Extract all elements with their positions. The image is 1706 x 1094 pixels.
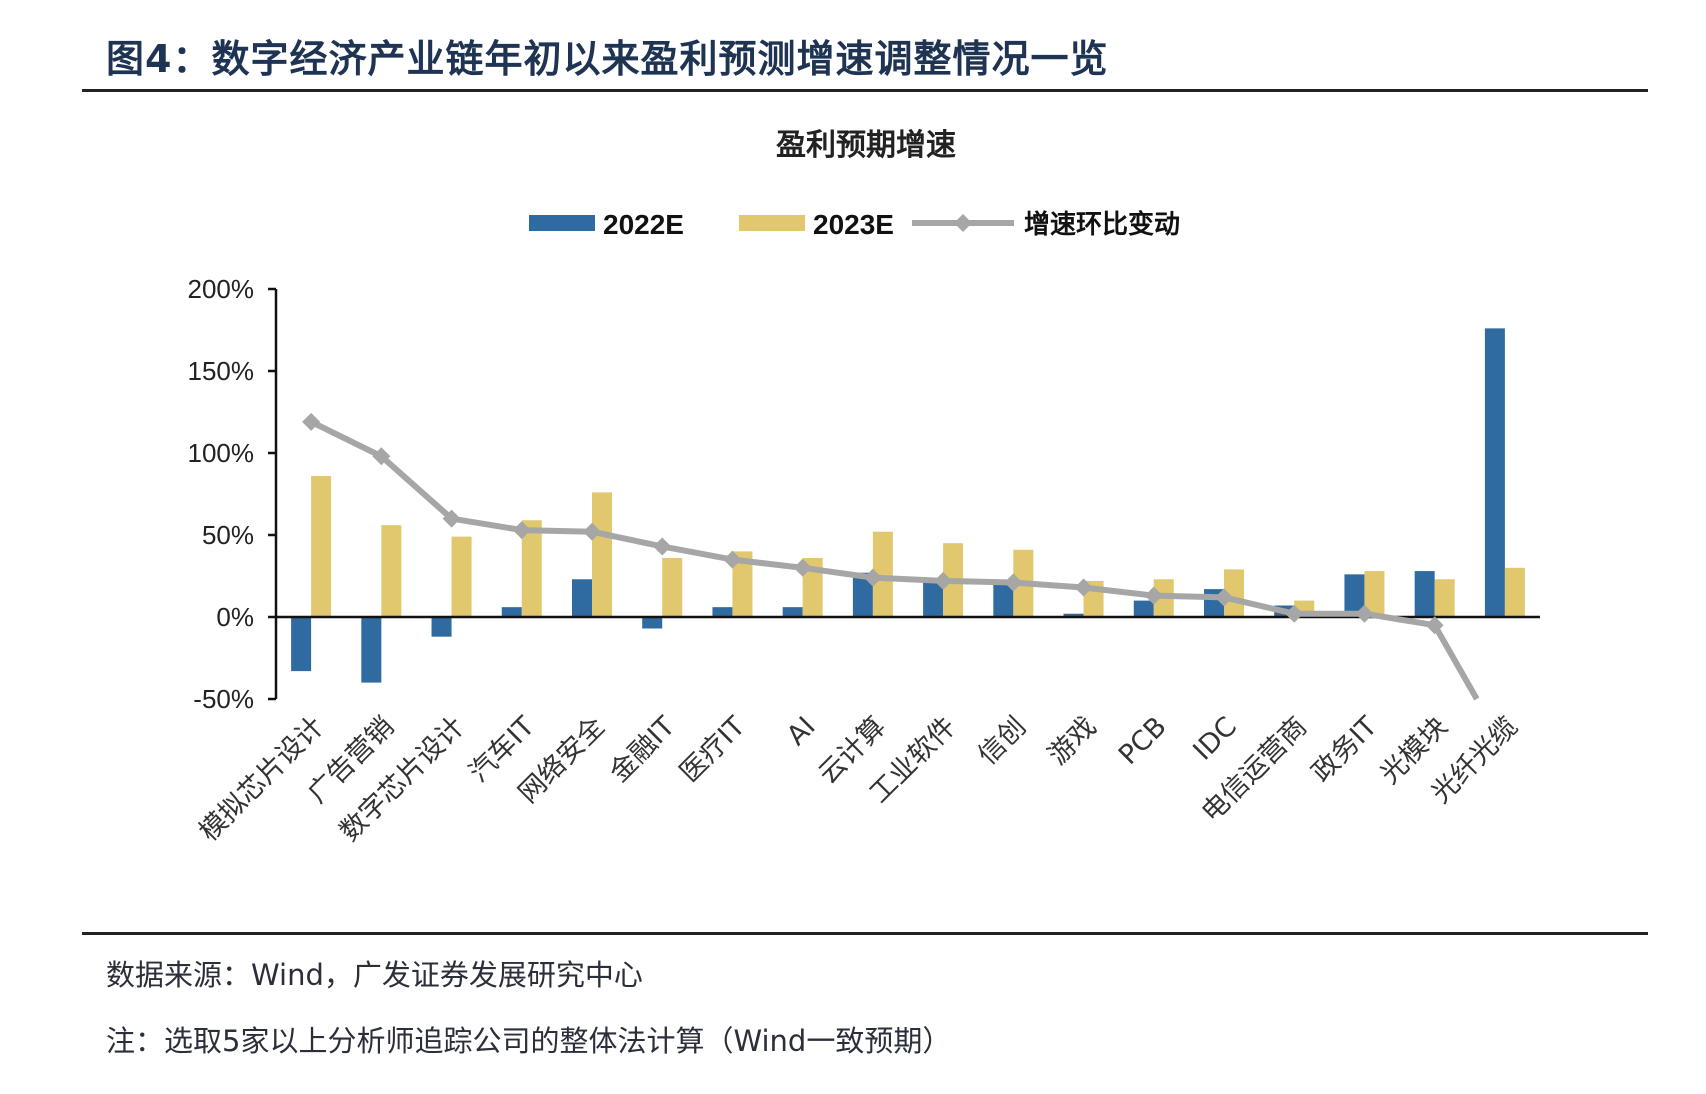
bar-2022e: [782, 607, 803, 617]
bar-2022e: [923, 582, 944, 617]
change-point-marker: [863, 568, 882, 587]
bar-2023e: [311, 475, 332, 617]
bar-2022e: [291, 617, 312, 672]
change-point-marker: [1074, 578, 1093, 597]
bar-2023e: [872, 531, 893, 617]
y-tick-label: -50%: [193, 684, 254, 714]
bar-2022e: [361, 617, 382, 683]
x-tick-label: 金融IT: [604, 711, 682, 789]
change-point-marker: [583, 522, 601, 541]
legend-swatch-2023e: [739, 215, 805, 231]
y-tick-label: 100%: [188, 438, 255, 468]
change-point-marker: [512, 521, 531, 540]
change-point-marker: [934, 571, 953, 590]
data-source: 数据来源：Wind，广发证券发展研究中心: [106, 958, 643, 992]
bar-2022e: [993, 584, 1014, 617]
change-point-marker: [442, 509, 461, 528]
change-point-marker: [1004, 573, 1023, 592]
legend: 2022E 2023E 增速环比变动: [529, 209, 1180, 240]
bar-2023e: [1434, 579, 1455, 617]
bar-2023e: [732, 551, 753, 617]
bar-2022e: [642, 617, 663, 629]
x-tick-label: AI: [781, 711, 822, 752]
legend-label-2023e: 2023E: [813, 209, 894, 240]
change-point-marker: [372, 447, 391, 466]
x-tick-label: 医疗IT: [674, 711, 752, 789]
bar-2022e: [1063, 613, 1084, 617]
bar-2023e: [662, 557, 683, 617]
legend-label-change: 增速环比变动: [1024, 209, 1180, 240]
y-axis: 200% 150% 100% 50% 0% -50%: [188, 274, 278, 714]
figure-title: 图4：数字经济产业链年初以来盈利预测增速调整情况一览: [106, 37, 1109, 81]
bar-2022e: [572, 579, 592, 617]
bar-2023e: [1364, 571, 1385, 617]
bar-2022e: [501, 607, 522, 617]
y-tick-label: 150%: [188, 356, 255, 386]
legend-diamond-marker: [954, 214, 972, 232]
change-point-marker: [723, 550, 742, 569]
y-tick-label: 50%: [202, 520, 254, 550]
y-tick-label: 200%: [188, 274, 255, 304]
bars: [291, 328, 1525, 683]
bar-2023e: [592, 492, 612, 617]
bar-2023e: [451, 536, 472, 617]
legend-label-2022e: 2022E: [603, 209, 684, 240]
bar-2023e: [381, 525, 402, 617]
footnote: 注：选取5家以上分析师追踪公司的整体法计算（Wind一致预期）: [106, 1024, 952, 1058]
change-line-series: [302, 412, 1480, 701]
change-line: [309, 419, 1480, 701]
legend-swatch-2022e: [529, 215, 595, 231]
x-tick-label: 数字芯片设计: [334, 711, 470, 847]
bar-2023e: [1504, 567, 1525, 617]
x-tick-label: 信创: [972, 711, 1032, 771]
chart-title: 盈利预期增速: [776, 128, 956, 163]
bar-2023e: [521, 520, 542, 617]
change-point-marker: [1285, 604, 1304, 623]
bar-2022e: [1344, 574, 1365, 617]
change-point-marker: [1144, 586, 1163, 605]
bar-2022e: [1133, 600, 1154, 617]
y-tick-label: 0%: [216, 602, 254, 632]
change-point-marker: [1355, 604, 1374, 623]
x-tick-label: PCB: [1113, 711, 1173, 771]
chart: 盈利预期增速 2022E 2023E 增速环比变动 200% 150% 100% 50…: [188, 128, 1540, 848]
bar-2022e: [712, 607, 733, 617]
change-point-marker: [302, 412, 321, 431]
change-point-marker: [1215, 588, 1233, 607]
change-point-marker: [1425, 616, 1444, 635]
bar-2022e: [852, 572, 873, 617]
bar-2022e: [431, 617, 452, 637]
bar-2022e: [1484, 328, 1505, 617]
x-tick-label: IDC: [1187, 711, 1243, 767]
bottom-divider: [82, 932, 1648, 935]
x-tick-label: 游戏: [1042, 711, 1102, 771]
bar-2023e: [1224, 569, 1244, 617]
x-tick-label: 政务IT: [1306, 711, 1384, 789]
top-divider: [82, 89, 1648, 92]
change-point-marker: [653, 537, 672, 556]
bar-2022e: [1414, 571, 1435, 617]
change-point-marker: [793, 558, 812, 577]
